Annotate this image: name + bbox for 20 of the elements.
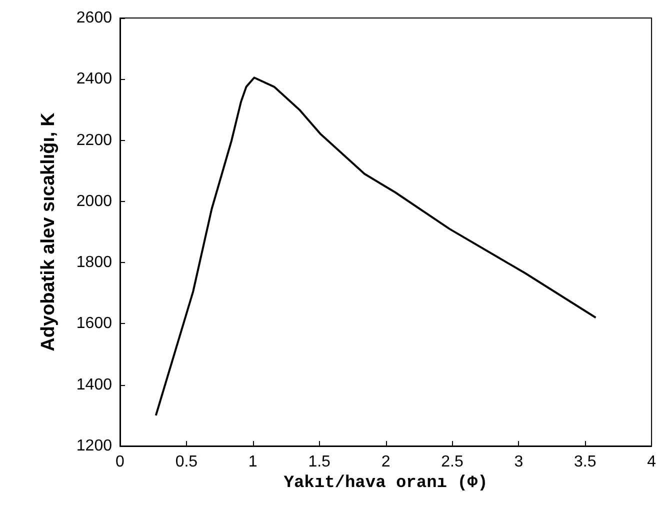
y-tick-label: 1600	[76, 315, 112, 332]
x-axis-title: Yakıt/hava oranı (Φ)	[284, 474, 488, 493]
x-tick-label: 4	[647, 454, 656, 470]
y-tick-label: 2600	[76, 10, 112, 26]
x-tick-label: 2.5	[441, 454, 464, 470]
line-series	[154, 76, 597, 416]
x-tick-label: 0	[116, 454, 125, 470]
x-tick-label: 1.5	[308, 454, 331, 470]
y-tick-label: 1800	[76, 254, 112, 272]
y-tick-label: 2400	[76, 70, 112, 88]
x-tick-label: 0.5	[175, 454, 198, 470]
y-tick-label: 2200	[76, 132, 112, 149]
x-tick-label: 1	[248, 454, 258, 470]
x-tick-label: 3	[514, 454, 524, 470]
y-tick-label: 1200	[76, 438, 112, 454]
x-tick-label: 3.5	[574, 454, 596, 470]
x-tick-label: 2	[381, 454, 390, 470]
y-axis-title: Adyobatik alev sıcaklığı, K	[38, 112, 59, 352]
y-tick-label: 1400	[76, 376, 112, 394]
y-tick-label: 2000	[76, 192, 112, 210]
